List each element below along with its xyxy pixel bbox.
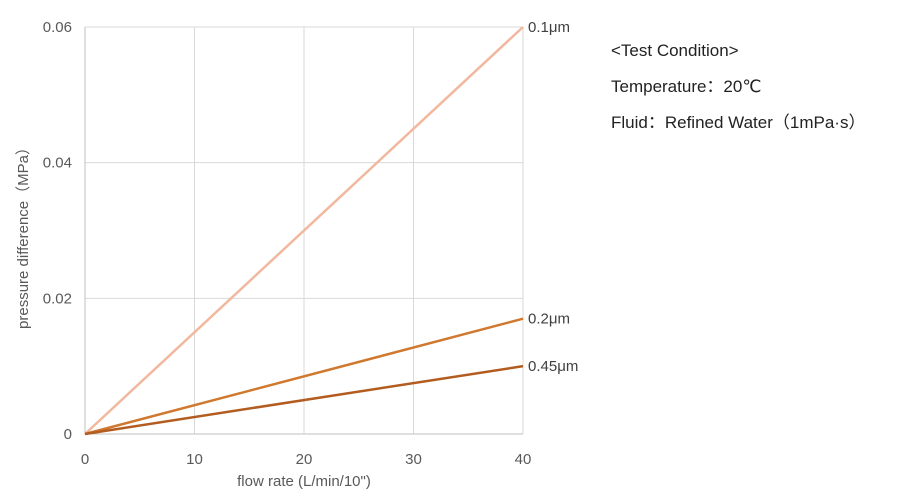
x-tick-label: 30: [405, 451, 422, 468]
fluid-condition: Fluid：Refined Water（1mPa·s）: [611, 113, 866, 132]
series-label-2: 0.45μm: [528, 358, 578, 375]
series-label-1: 0.2μm: [528, 311, 570, 328]
x-tick-label: 0: [81, 451, 89, 468]
test-condition-heading: <Test Condition>: [611, 41, 739, 60]
y-axis-title: pressure difference（MPa）: [15, 140, 32, 329]
temperature-condition: Temperature：20℃: [611, 77, 762, 96]
pressure-flow-chart: 0 10 20 30 40 0 0.02 0.04 0.06 flow rate (L/min/1…: [15, 19, 578, 490]
y-tick-label: 0: [64, 426, 72, 443]
series-line-1: [84, 317, 524, 436]
x-tick-label: 10: [186, 451, 203, 468]
series-line-0: [84, 26, 524, 435]
y-tick-label: 0.06: [43, 19, 72, 36]
x-tick-label: 40: [515, 451, 532, 468]
y-tick-label: 0.04: [43, 155, 72, 172]
x-axis-title: flow rate (L/min/10"): [237, 473, 371, 490]
test-conditions-panel: <Test Condition> Temperature：20℃ Fluid：R…: [611, 38, 865, 146]
series-label-0: 0.1μm: [528, 19, 570, 36]
series-line-2: [84, 364, 524, 436]
y-tick-label: 0.02: [43, 290, 72, 307]
x-tick-label: 20: [296, 451, 313, 468]
